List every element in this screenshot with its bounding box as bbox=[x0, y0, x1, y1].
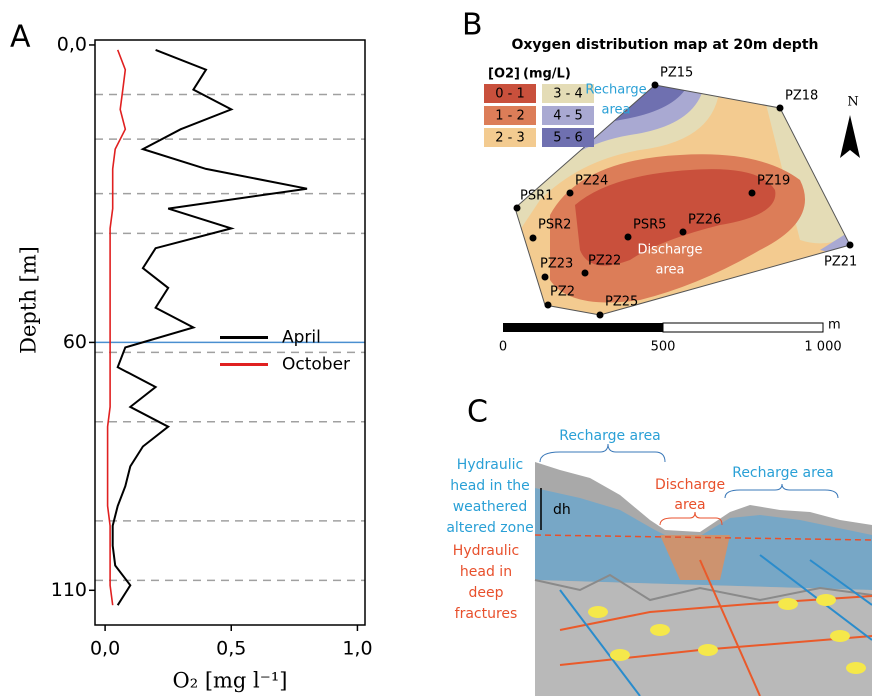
weathered-head-label: head in the bbox=[450, 478, 530, 494]
legend-swatch bbox=[542, 84, 594, 103]
data-line bbox=[106, 49, 127, 606]
legend-label: 2 - 3 bbox=[495, 131, 525, 146]
y-axis-title: Depth [m] bbox=[17, 246, 41, 354]
map-title: Oxygen distribution map at 20m depth bbox=[512, 37, 819, 53]
recharge-label: Recharge bbox=[585, 83, 646, 98]
discharge-zone bbox=[660, 535, 730, 580]
weathered-head-label: weathered bbox=[453, 499, 528, 515]
brace bbox=[659, 511, 723, 526]
legend-label: 1 - 2 bbox=[495, 109, 525, 124]
sample-point bbox=[529, 234, 537, 242]
data-line bbox=[111, 48, 308, 606]
sample-point bbox=[748, 189, 756, 197]
diagram-labels: Hydraulic head in the weathered altered zon… bbox=[446, 457, 725, 622]
recharge-label: Recharge area bbox=[559, 428, 661, 444]
sample-point bbox=[541, 273, 549, 281]
brace bbox=[724, 483, 839, 499]
legend-swatch bbox=[484, 128, 536, 147]
legend-title: [O2] bbox=[488, 67, 520, 82]
y-tick-label: 110 bbox=[51, 579, 87, 601]
legend-label: 3 - 4 bbox=[553, 87, 583, 102]
deep-head-line bbox=[534, 534, 872, 541]
dh-label: dh bbox=[553, 502, 571, 518]
discharge-label: Discharge bbox=[655, 477, 725, 493]
north-label: N bbox=[847, 95, 858, 110]
y-tick-label: 60 bbox=[63, 331, 87, 353]
legend-title: (mg/L) bbox=[523, 67, 571, 82]
x-axis-title: O₂ [mg l⁻¹] bbox=[173, 669, 288, 693]
legend-label: October bbox=[282, 355, 350, 375]
deep-head-label: head in bbox=[460, 564, 512, 580]
x-tick-label: 0,0 bbox=[90, 638, 120, 660]
point-label: PZ23 bbox=[540, 257, 573, 272]
deep-head-label: fractures bbox=[455, 606, 518, 622]
recharge-label: Recharge area bbox=[732, 465, 834, 481]
y-tick-label: 0,0 bbox=[57, 33, 87, 55]
sample-point bbox=[679, 228, 687, 236]
point-label: PSR5 bbox=[633, 218, 666, 233]
scale-bar bbox=[662, 322, 824, 333]
sample-point bbox=[846, 241, 854, 249]
deep-head-label: deep bbox=[469, 585, 504, 601]
x-tick-label: 0,5 bbox=[216, 638, 246, 660]
brace bbox=[539, 443, 666, 463]
legend-label: 4 - 5 bbox=[553, 109, 583, 124]
recharge-label: area bbox=[602, 103, 631, 118]
weathered-head-label: Hydraulic bbox=[457, 457, 523, 473]
discharge-label: area bbox=[674, 497, 705, 513]
point-label: PZ22 bbox=[588, 254, 621, 269]
sample-point bbox=[596, 311, 604, 319]
legend-swatch bbox=[542, 106, 594, 125]
sample-point bbox=[513, 204, 521, 212]
point-label: PZ2 bbox=[550, 285, 575, 300]
discharge-label: area bbox=[656, 263, 685, 278]
sample-point bbox=[624, 233, 632, 241]
point-label: PSR2 bbox=[538, 218, 571, 233]
sample-point bbox=[776, 104, 784, 112]
sample-point bbox=[544, 301, 552, 309]
map: [O2] (mg/L) 0 - 1 1 - 2 2 - 3 3 - 4 4 - 5 5 - 6… bbox=[484, 66, 857, 355]
fracture-nodes bbox=[588, 594, 866, 674]
legend-swatch bbox=[484, 84, 536, 103]
legend-label: 0 - 1 bbox=[495, 87, 525, 102]
panel-label: B bbox=[462, 8, 483, 43]
scale-label: 500 bbox=[651, 340, 676, 355]
weathered-head-label: altered zone bbox=[446, 520, 533, 536]
discharge-label: Discharge bbox=[637, 243, 702, 258]
sample-point bbox=[581, 269, 589, 277]
deep-head-label: Hydraulic bbox=[453, 543, 519, 559]
x-tick-label: 1,0 bbox=[342, 638, 372, 660]
plot-area: 0,0 60 110 0,0 0,5 1,0 April October bbox=[51, 33, 373, 659]
legend-label: April bbox=[282, 328, 321, 348]
zone bbox=[575, 169, 776, 266]
point-label: PZ25 bbox=[605, 295, 638, 310]
point-label: PZ19 bbox=[757, 174, 790, 189]
north-arrow bbox=[840, 115, 860, 158]
sample-point bbox=[566, 189, 574, 197]
point-label: PZ15 bbox=[660, 66, 693, 81]
point-label: PZ18 bbox=[785, 89, 818, 104]
panel-label: A bbox=[10, 20, 31, 55]
legend-swatch bbox=[484, 106, 536, 125]
point-label: PZ26 bbox=[688, 213, 721, 228]
cross-section bbox=[534, 443, 872, 696]
legend-swatch bbox=[542, 128, 594, 147]
scale-unit: m bbox=[828, 318, 841, 333]
plot-frame bbox=[94, 39, 366, 626]
scale-label: 0 bbox=[499, 340, 507, 355]
legend-label: 5 - 6 bbox=[553, 131, 583, 146]
contact bbox=[534, 573, 872, 602]
panel-label: C bbox=[467, 395, 488, 430]
point-label: PZ24 bbox=[575, 174, 608, 189]
recharge-flows bbox=[559, 554, 872, 696]
sample-point bbox=[651, 81, 659, 89]
scale-label: 1 000 bbox=[804, 340, 841, 355]
point-label: PSR1 bbox=[520, 189, 553, 204]
point-label: PZ21 bbox=[824, 255, 857, 270]
scale-bar bbox=[503, 323, 663, 332]
